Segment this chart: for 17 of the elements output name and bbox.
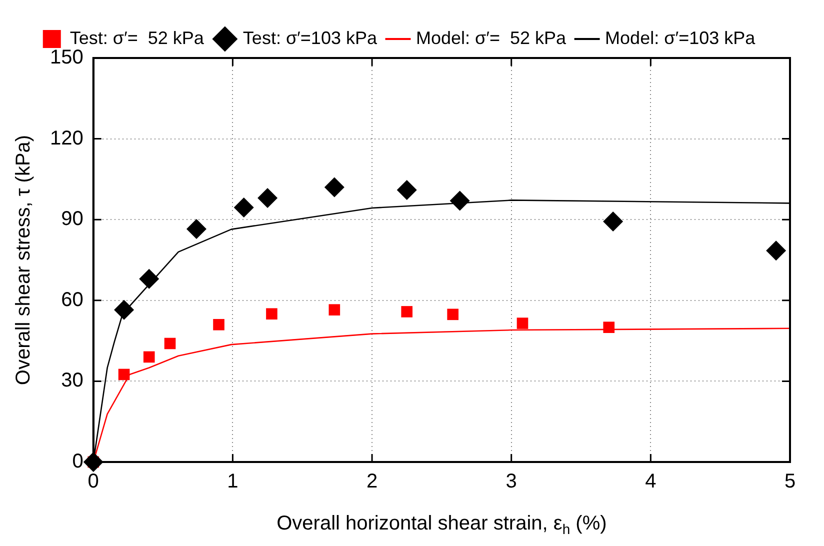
legend-label: Model: σ′=103 kPa: [605, 28, 756, 48]
y-tick-label: 0: [72, 450, 84, 473]
y-tick-label: 30: [61, 370, 84, 392]
legend-label: Test: σ′=103 kPa: [242, 28, 378, 48]
x-tick-label: 4: [645, 470, 656, 493]
y-tick-label: 120: [50, 127, 84, 150]
x-tick-label: 3: [506, 470, 517, 493]
legend-label: Model: σ′= 52 kPa: [416, 28, 568, 48]
y-tick-label: 150: [50, 46, 84, 69]
x-tick-label: 0: [88, 470, 99, 493]
y-tick-label: 60: [61, 288, 84, 311]
x-tick-label: 1: [227, 470, 238, 493]
legend-label: Test: σ′= 52 kPa: [70, 28, 205, 48]
y-axis-title: Overall shear stress, τ (kPa): [12, 134, 35, 386]
y-tick-label: 90: [61, 208, 84, 230]
x-tick-label: 2: [366, 470, 378, 493]
x-tick-label: 5: [784, 470, 796, 493]
